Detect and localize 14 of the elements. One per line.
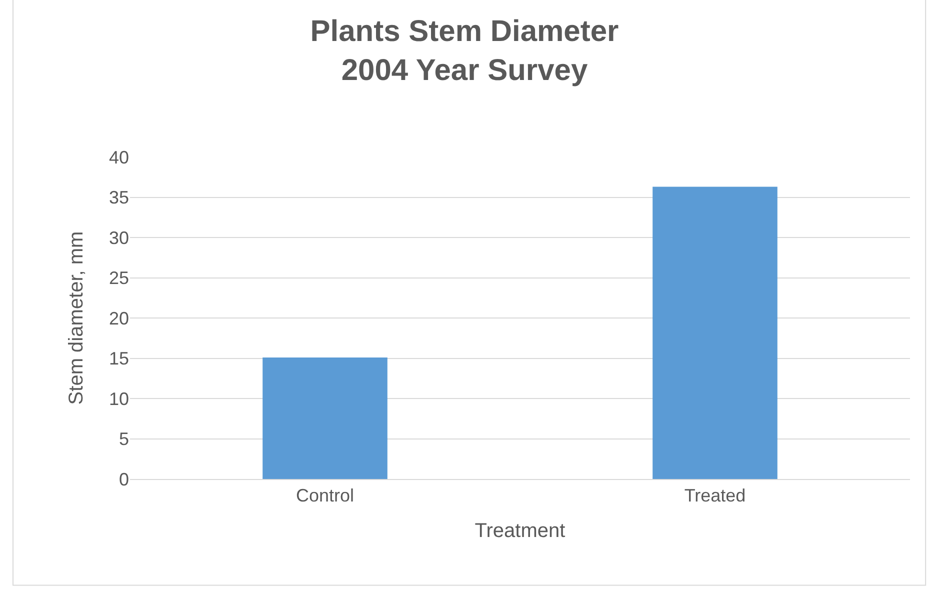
y-tick-label: 0 [118, 469, 129, 490]
y-tick-label: 40 [108, 147, 129, 168]
x-tick-label: Treated [684, 486, 746, 506]
y-tick-label: 25 [108, 268, 129, 288]
x-tick-label: Control [296, 486, 354, 506]
y-tick-label: 5 [118, 429, 129, 450]
chart-title: Plants Stem Diameter 2004 Year Survey [310, 15, 620, 88]
y-tick-label: 15 [108, 348, 129, 369]
y-axis-title: Stem diameter, mm [65, 231, 88, 405]
y-tick-label: 10 [108, 388, 129, 409]
y-tick-label: 30 [108, 228, 129, 248]
y-tick-label: 35 [108, 188, 129, 208]
x-axis-title: Treatment [474, 520, 566, 542]
y-tick-label: 20 [108, 308, 129, 328]
